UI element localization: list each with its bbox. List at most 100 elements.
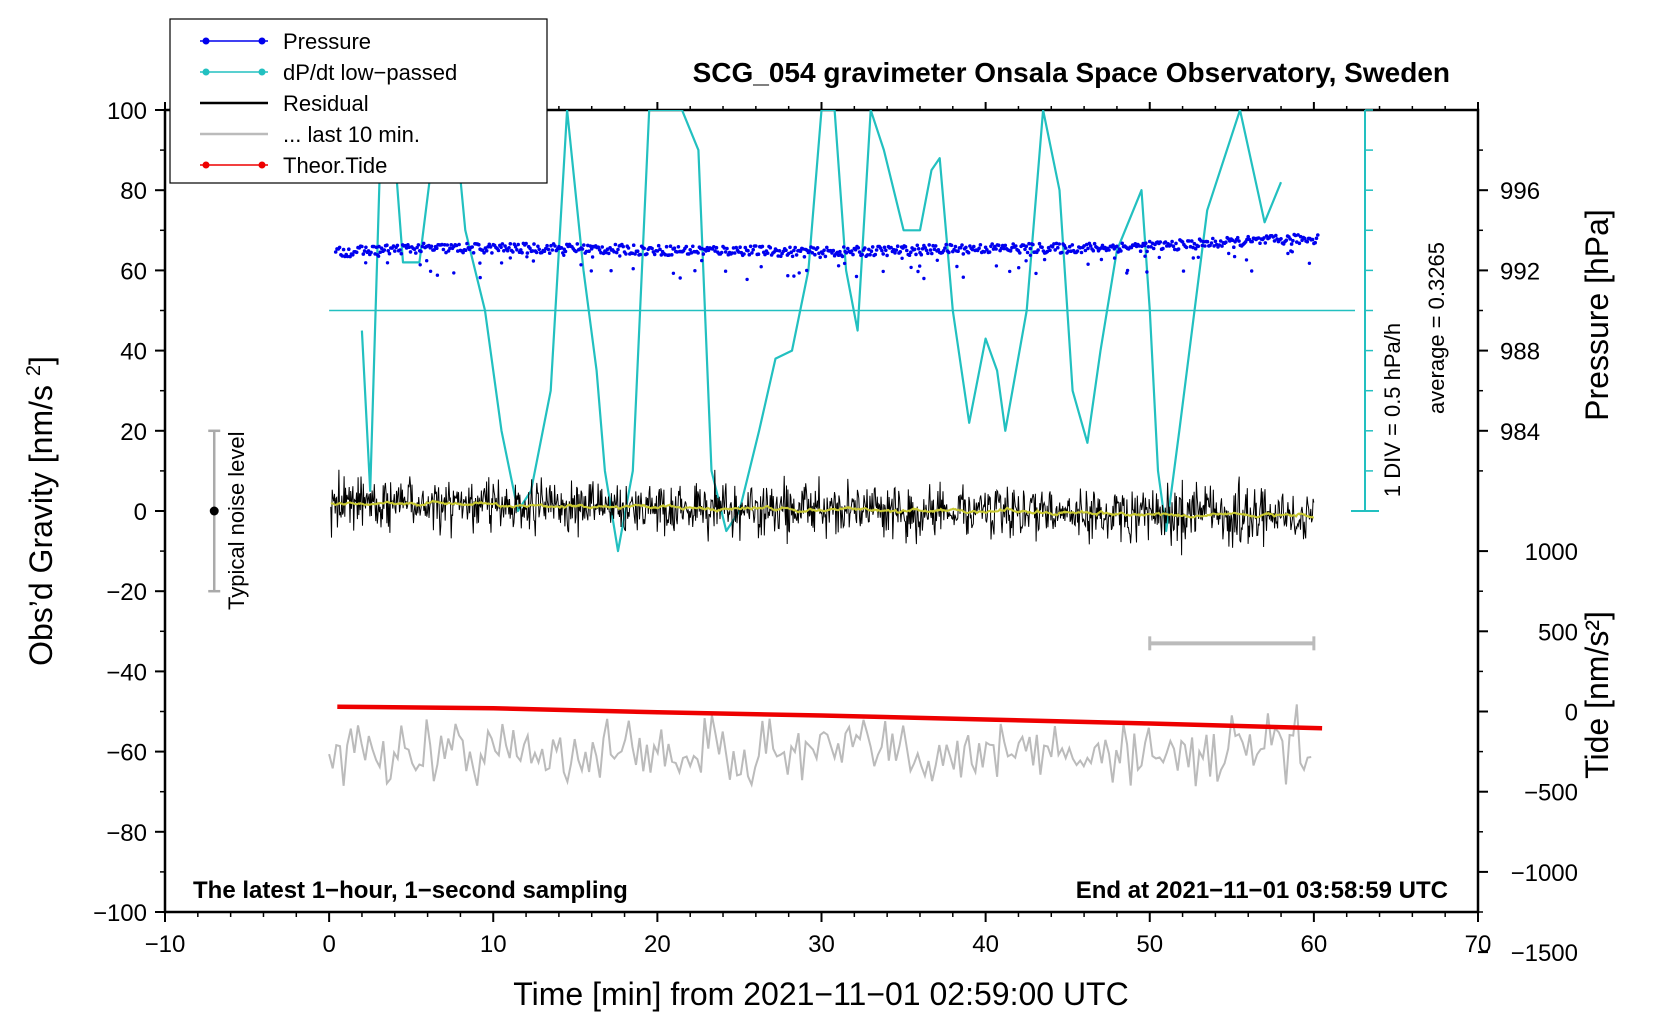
pressure-point xyxy=(488,245,493,249)
pressure-outlier-point xyxy=(961,275,965,279)
pressure-outlier-point xyxy=(759,265,763,269)
pressure-point xyxy=(1187,239,1191,243)
pressure-point xyxy=(788,245,792,250)
pressure-point xyxy=(1297,241,1302,246)
pressure-point xyxy=(633,252,637,256)
pressure-point xyxy=(463,248,468,252)
pressure-outlier-point xyxy=(693,269,697,273)
pressure-point xyxy=(448,246,452,251)
pressure-outlier-point xyxy=(1125,271,1129,275)
pressure-point xyxy=(882,245,887,250)
pressure-point xyxy=(441,247,446,252)
pressure-point xyxy=(927,243,931,247)
pressure-point xyxy=(765,251,770,255)
theor-tide-series xyxy=(337,704,1323,731)
pressure-point xyxy=(813,252,817,257)
pressure-point xyxy=(754,244,758,248)
pressure-point xyxy=(1063,246,1068,250)
pressure-point xyxy=(421,241,426,246)
pressure-point xyxy=(990,242,994,246)
pressure-point xyxy=(435,246,439,250)
pressure-point xyxy=(1158,240,1163,244)
x-tick-label: 50 xyxy=(1136,931,1163,958)
pressure-point xyxy=(1213,239,1218,244)
pressure-point xyxy=(1008,249,1013,253)
pressure-outlier-point xyxy=(499,261,504,265)
pressure-point xyxy=(1025,250,1030,255)
pressure-point xyxy=(840,254,845,259)
tide-tick-label: −1500 xyxy=(1511,940,1578,967)
pressure-outlier-point xyxy=(1024,259,1028,263)
pressure-point xyxy=(361,252,366,256)
noise-indicator xyxy=(208,429,221,593)
pressure-point xyxy=(895,244,900,248)
pressure-point xyxy=(914,252,918,257)
pressure-outlier-point xyxy=(955,264,959,269)
pressure-point xyxy=(956,249,960,253)
pressure-point xyxy=(667,253,671,257)
tide-tick-label: −1000 xyxy=(1511,860,1578,887)
pressure-point xyxy=(387,251,392,256)
pressure-point xyxy=(933,244,938,248)
pressure-point xyxy=(818,255,822,260)
y-axis-label-tide: Tide [nm/s²] xyxy=(1579,611,1615,779)
y-tick-label: 80 xyxy=(120,178,147,205)
pressure-outlier-point xyxy=(525,255,529,259)
pressure-point xyxy=(520,250,524,255)
y-tick-label: 0 xyxy=(134,499,147,526)
pressure-point xyxy=(688,248,692,252)
pressure-point xyxy=(333,250,338,254)
pressure-point xyxy=(1203,244,1207,248)
pressure-point xyxy=(607,251,611,256)
x-tick-label: 20 xyxy=(644,931,671,958)
pressure-point xyxy=(953,244,958,249)
pressure-outlier-point xyxy=(1196,255,1201,259)
pressure-point xyxy=(354,250,359,255)
legend-dot-right-0 xyxy=(258,37,266,45)
pressure-point xyxy=(1147,239,1152,244)
pressure-point xyxy=(1056,245,1060,250)
pressure-point xyxy=(1111,243,1115,247)
pressure-outlier-point xyxy=(700,258,704,263)
pressure-point xyxy=(461,250,465,255)
pressure-point xyxy=(1314,236,1319,241)
pressure-point xyxy=(994,247,998,251)
pressure-point xyxy=(972,244,976,249)
pressure-point xyxy=(747,252,752,257)
pressure-outlier-point xyxy=(631,267,635,271)
legend-label-2: Residual xyxy=(283,91,369,116)
pressure-outlier-point xyxy=(723,269,728,273)
pressure-point xyxy=(713,249,717,253)
pressure-point xyxy=(366,249,371,253)
pressure-point xyxy=(903,244,908,249)
pressure-point xyxy=(672,246,677,250)
pressure-point xyxy=(844,251,849,255)
pressure-outlier-point xyxy=(922,276,926,281)
pressure-outlier-point xyxy=(508,256,512,260)
pressure-outlier-point xyxy=(478,261,482,265)
pressure-point xyxy=(1079,250,1084,255)
pressure-point xyxy=(731,246,736,250)
pressure-point xyxy=(1302,236,1307,241)
pressure-point xyxy=(869,249,874,253)
pressure-outlier-point xyxy=(918,264,922,268)
pressure-series xyxy=(333,232,1320,282)
pressure-point xyxy=(1037,241,1042,246)
pressure-point xyxy=(546,247,551,252)
legend-dot-left-1 xyxy=(202,68,210,76)
pressure-point xyxy=(385,243,389,247)
pressure-outlier-point xyxy=(1157,255,1162,260)
dpdt-line xyxy=(360,110,1283,553)
pressure-point xyxy=(499,245,503,250)
pressure-point xyxy=(1289,242,1294,246)
pressure-point xyxy=(793,245,797,250)
pressure-point xyxy=(722,246,727,250)
pressure-point xyxy=(1310,237,1315,242)
pressure-point xyxy=(547,251,552,255)
pressure-point xyxy=(691,244,695,249)
pressure-point xyxy=(1184,245,1189,250)
pressure-point xyxy=(1246,234,1250,239)
pressure-point xyxy=(857,250,862,254)
pressure-point xyxy=(1075,249,1080,253)
pressure-point xyxy=(1258,241,1262,245)
